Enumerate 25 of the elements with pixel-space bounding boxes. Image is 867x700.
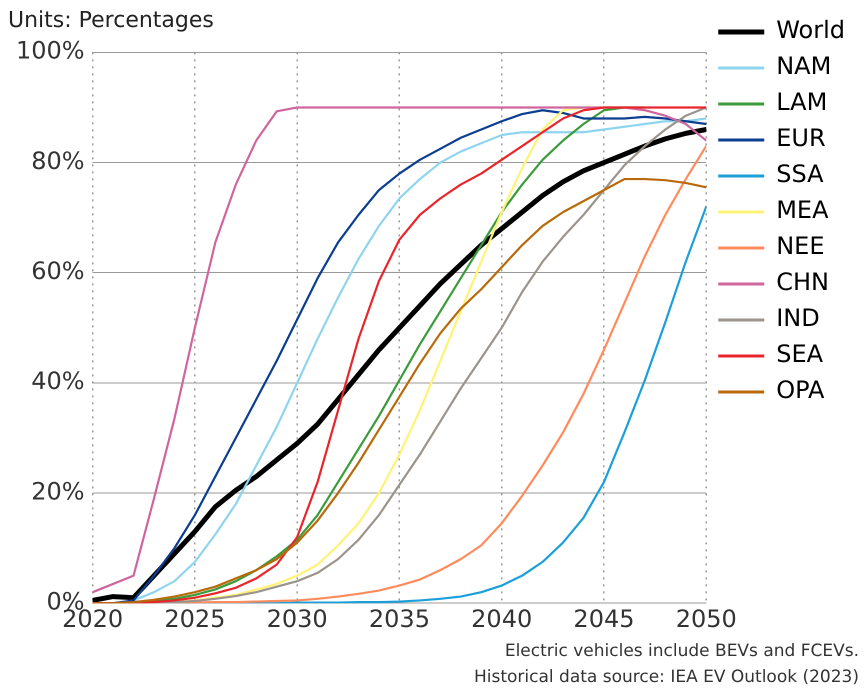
y-tick-label: 20%: [31, 477, 85, 506]
chart-title: Units: Percentages: [8, 8, 214, 33]
x-tick-label: 2025: [164, 604, 226, 633]
legend-label: World: [776, 16, 846, 44]
y-tick-label: 80%: [31, 146, 85, 175]
y-tick-label: 40%: [31, 367, 85, 396]
legend-label: NEE: [776, 232, 825, 260]
legend-label: NAM: [776, 52, 832, 80]
legend-label: CHN: [776, 268, 829, 296]
x-tick-label: 2035: [368, 604, 430, 633]
legend-label: SEA: [776, 340, 824, 368]
x-tick-label: 2040: [471, 604, 532, 633]
x-tick-label: 2050: [676, 604, 737, 633]
text: Electric vehicles include BEVs and FCEVs.: [504, 640, 859, 663]
legend-label: IND: [776, 304, 820, 332]
legend-label: OPA: [776, 376, 826, 404]
y-tick-label: 100%: [16, 36, 85, 65]
legend-label: EUR: [776, 124, 826, 152]
y-tick-label: 60%: [31, 256, 85, 285]
legend-label: LAM: [776, 88, 828, 116]
x-tick-label: 2045: [573, 604, 634, 633]
text: Historical data source: IEA EV Outlook (2023): [473, 666, 859, 689]
legend-label: MEA: [776, 196, 830, 224]
x-tick-label: 2030: [266, 604, 328, 633]
legend-label: SSA: [776, 160, 824, 188]
